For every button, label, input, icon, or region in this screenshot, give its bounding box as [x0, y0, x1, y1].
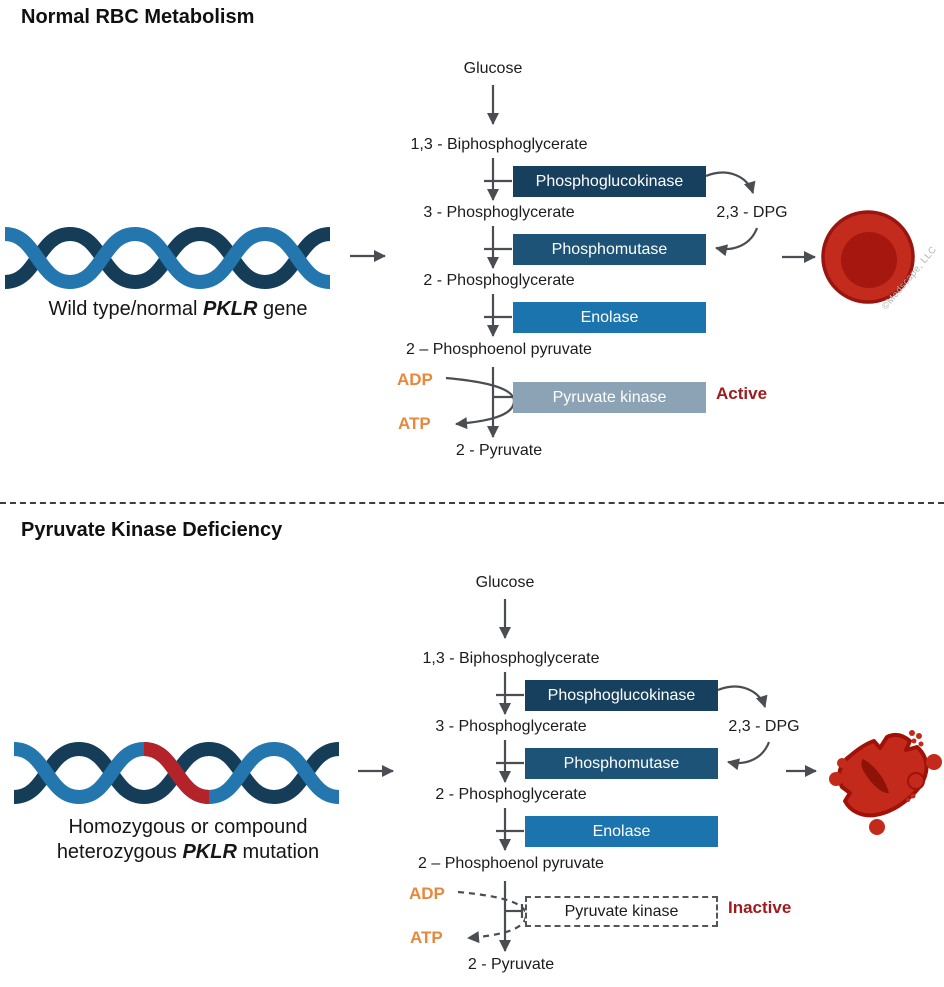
metabolite-3-phosphoglycerate: 3 - Phosphoglycerate [423, 204, 575, 221]
dna-helix-mutated [13, 741, 340, 805]
section-pyruvate-kinase-deficiency: Pyruvate Kinase Deficiency Glucose 1,3 -… [0, 513, 944, 987]
metabolite-2-phosphoglycerate: 2 - Phosphoglycerate [435, 786, 587, 803]
dpg-branch-arrow-down [705, 171, 756, 194]
cofactor-atp: ATP [398, 414, 431, 433]
gene-label-wild-type: Wild type/normal PKLR gene [4, 297, 352, 322]
enzyme-box-phosphoglucokinase: Phosphoglucokinase [525, 680, 718, 711]
dpg-branch-arrow-down [717, 685, 768, 708]
gene-label-line2-prefix: heterozygous [56, 841, 183, 863]
glycolysis-pathway-normal: Glucose 1,3 - Biphosphoglycerate Phospho… [397, 60, 788, 459]
adp-atp-arrow-dashed [457, 890, 528, 944]
gene-label-suffix: mutation [236, 841, 320, 863]
gene-label-mutation: Homozygous or compound heterozygous PKLR… [12, 815, 364, 865]
metabolite-2-phosphoenol-pyruvate: 2 – Phosphoenol pyruvate [418, 855, 604, 872]
metabolite-2-phosphoglycerate: 2 - Phosphoglycerate [423, 272, 575, 289]
gene-symbol-pklr: PKLR [182, 841, 237, 863]
metabolite-glucose: Glucose [463, 60, 523, 77]
metabolite-glucose: Glucose [475, 574, 535, 591]
section-divider [0, 502, 944, 504]
metabolite-23-dpg: 2,3 - DPG [728, 718, 800, 735]
dpg-branch-arrow-return [727, 741, 771, 771]
gene-symbol-pklr: PKLR [202, 298, 258, 320]
enzyme-box-enolase: Enolase [525, 816, 718, 847]
enzyme-box-pyruvate-kinase: Pyruvate kinase [513, 382, 706, 413]
helix-mutation-segment [143, 742, 210, 804]
metabolite-23-dpg: 2,3 - DPG [716, 204, 788, 221]
metabolite-13-biphosphoglycerate: 1,3 - Biphosphoglycerate [422, 650, 600, 667]
metabolite-2-pyruvate: 2 - Pyruvate [455, 442, 543, 459]
gene-label-prefix: Wild type/normal [48, 298, 203, 320]
cofactor-adp: ADP [409, 884, 445, 903]
enzyme-box-pyruvate-kinase-inactive: Pyruvate kinase [525, 896, 718, 927]
gene-label-line1: Homozygous or compound [68, 816, 308, 838]
metabolite-3-phosphoglycerate: 3 - Phosphoglycerate [435, 718, 587, 735]
metabolite-2-phosphoenol-pyruvate: 2 – Phosphoenol pyruvate [406, 341, 592, 358]
enzyme-status-inactive: Inactive [728, 898, 792, 917]
gene-label-suffix: gene [257, 298, 308, 320]
enzyme-box-phosphoglucokinase: Phosphoglucokinase [513, 166, 706, 197]
deficient-pathway-arrows [358, 599, 817, 952]
enzyme-status-active: Active [716, 384, 768, 403]
enzyme-box-phosphomutase: Phosphomutase [513, 234, 706, 265]
red-blood-cell-damaged [829, 730, 942, 835]
dpg-branch-arrow-return [715, 227, 759, 257]
cell-fragments [829, 730, 942, 835]
red-blood-cell-normal [821, 210, 915, 304]
normal-pathway-arrows [350, 85, 816, 438]
section-normal-rbc-metabolism: Normal RBC Metabolism Glucose 1,3 - Biph… [4, 6, 939, 459]
cofactor-adp: ADP [397, 370, 433, 389]
dna-helix-normal [4, 226, 331, 290]
enzyme-box-phosphomutase: Phosphomutase [525, 748, 718, 779]
glycolysis-pathway-deficient: Glucose 1,3 - Biphosphoglycerate Phospho… [12, 514, 944, 987]
metabolite-13-biphosphoglycerate: 1,3 - Biphosphoglycerate [410, 136, 588, 153]
metabolite-2-pyruvate: 2 - Pyruvate [467, 956, 555, 973]
cofactor-atp: ATP [410, 928, 443, 947]
gene-label-line2: heterozygous PKLR mutation [12, 840, 364, 865]
helix-light-strand [4, 226, 331, 290]
enzyme-box-enolase: Enolase [513, 302, 706, 333]
section-title: Normal RBC Metabolism [21, 6, 255, 28]
cell-inner-slit [861, 759, 889, 794]
section-title: Pyruvate Kinase Deficiency [21, 519, 283, 541]
